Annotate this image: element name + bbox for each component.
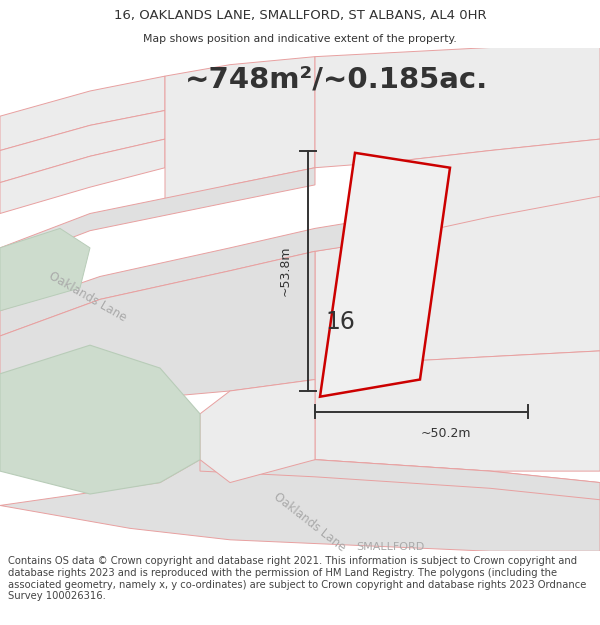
Polygon shape (0, 168, 315, 265)
Polygon shape (0, 111, 165, 182)
Polygon shape (200, 459, 600, 500)
Polygon shape (0, 228, 90, 311)
Polygon shape (390, 139, 600, 271)
Text: ~50.2m: ~50.2m (420, 427, 471, 439)
Text: 16: 16 (325, 310, 355, 334)
Polygon shape (200, 379, 315, 482)
Polygon shape (0, 459, 600, 551)
Polygon shape (0, 345, 200, 494)
Text: Map shows position and indicative extent of the property.: Map shows position and indicative extent… (143, 34, 457, 44)
Polygon shape (320, 153, 450, 397)
Polygon shape (0, 76, 165, 151)
Text: SMALLFORD: SMALLFORD (356, 542, 424, 552)
Polygon shape (0, 217, 390, 336)
Polygon shape (315, 240, 600, 471)
Polygon shape (165, 57, 315, 202)
Text: Oaklands Lane: Oaklands Lane (272, 491, 349, 554)
Polygon shape (0, 139, 165, 214)
Polygon shape (490, 248, 600, 357)
Text: Oaklands Lane: Oaklands Lane (47, 269, 129, 324)
Polygon shape (315, 48, 600, 168)
Text: 16, OAKLANDS LANE, SMALLFORD, ST ALBANS, AL4 0HR: 16, OAKLANDS LANE, SMALLFORD, ST ALBANS,… (113, 9, 487, 21)
Text: ~748m²/~0.185ac.: ~748m²/~0.185ac. (184, 65, 488, 93)
Polygon shape (385, 196, 600, 362)
Text: Contains OS data © Crown copyright and database right 2021. This information is : Contains OS data © Crown copyright and d… (8, 556, 586, 601)
Text: ~53.8m: ~53.8m (278, 246, 292, 296)
Polygon shape (0, 251, 315, 437)
